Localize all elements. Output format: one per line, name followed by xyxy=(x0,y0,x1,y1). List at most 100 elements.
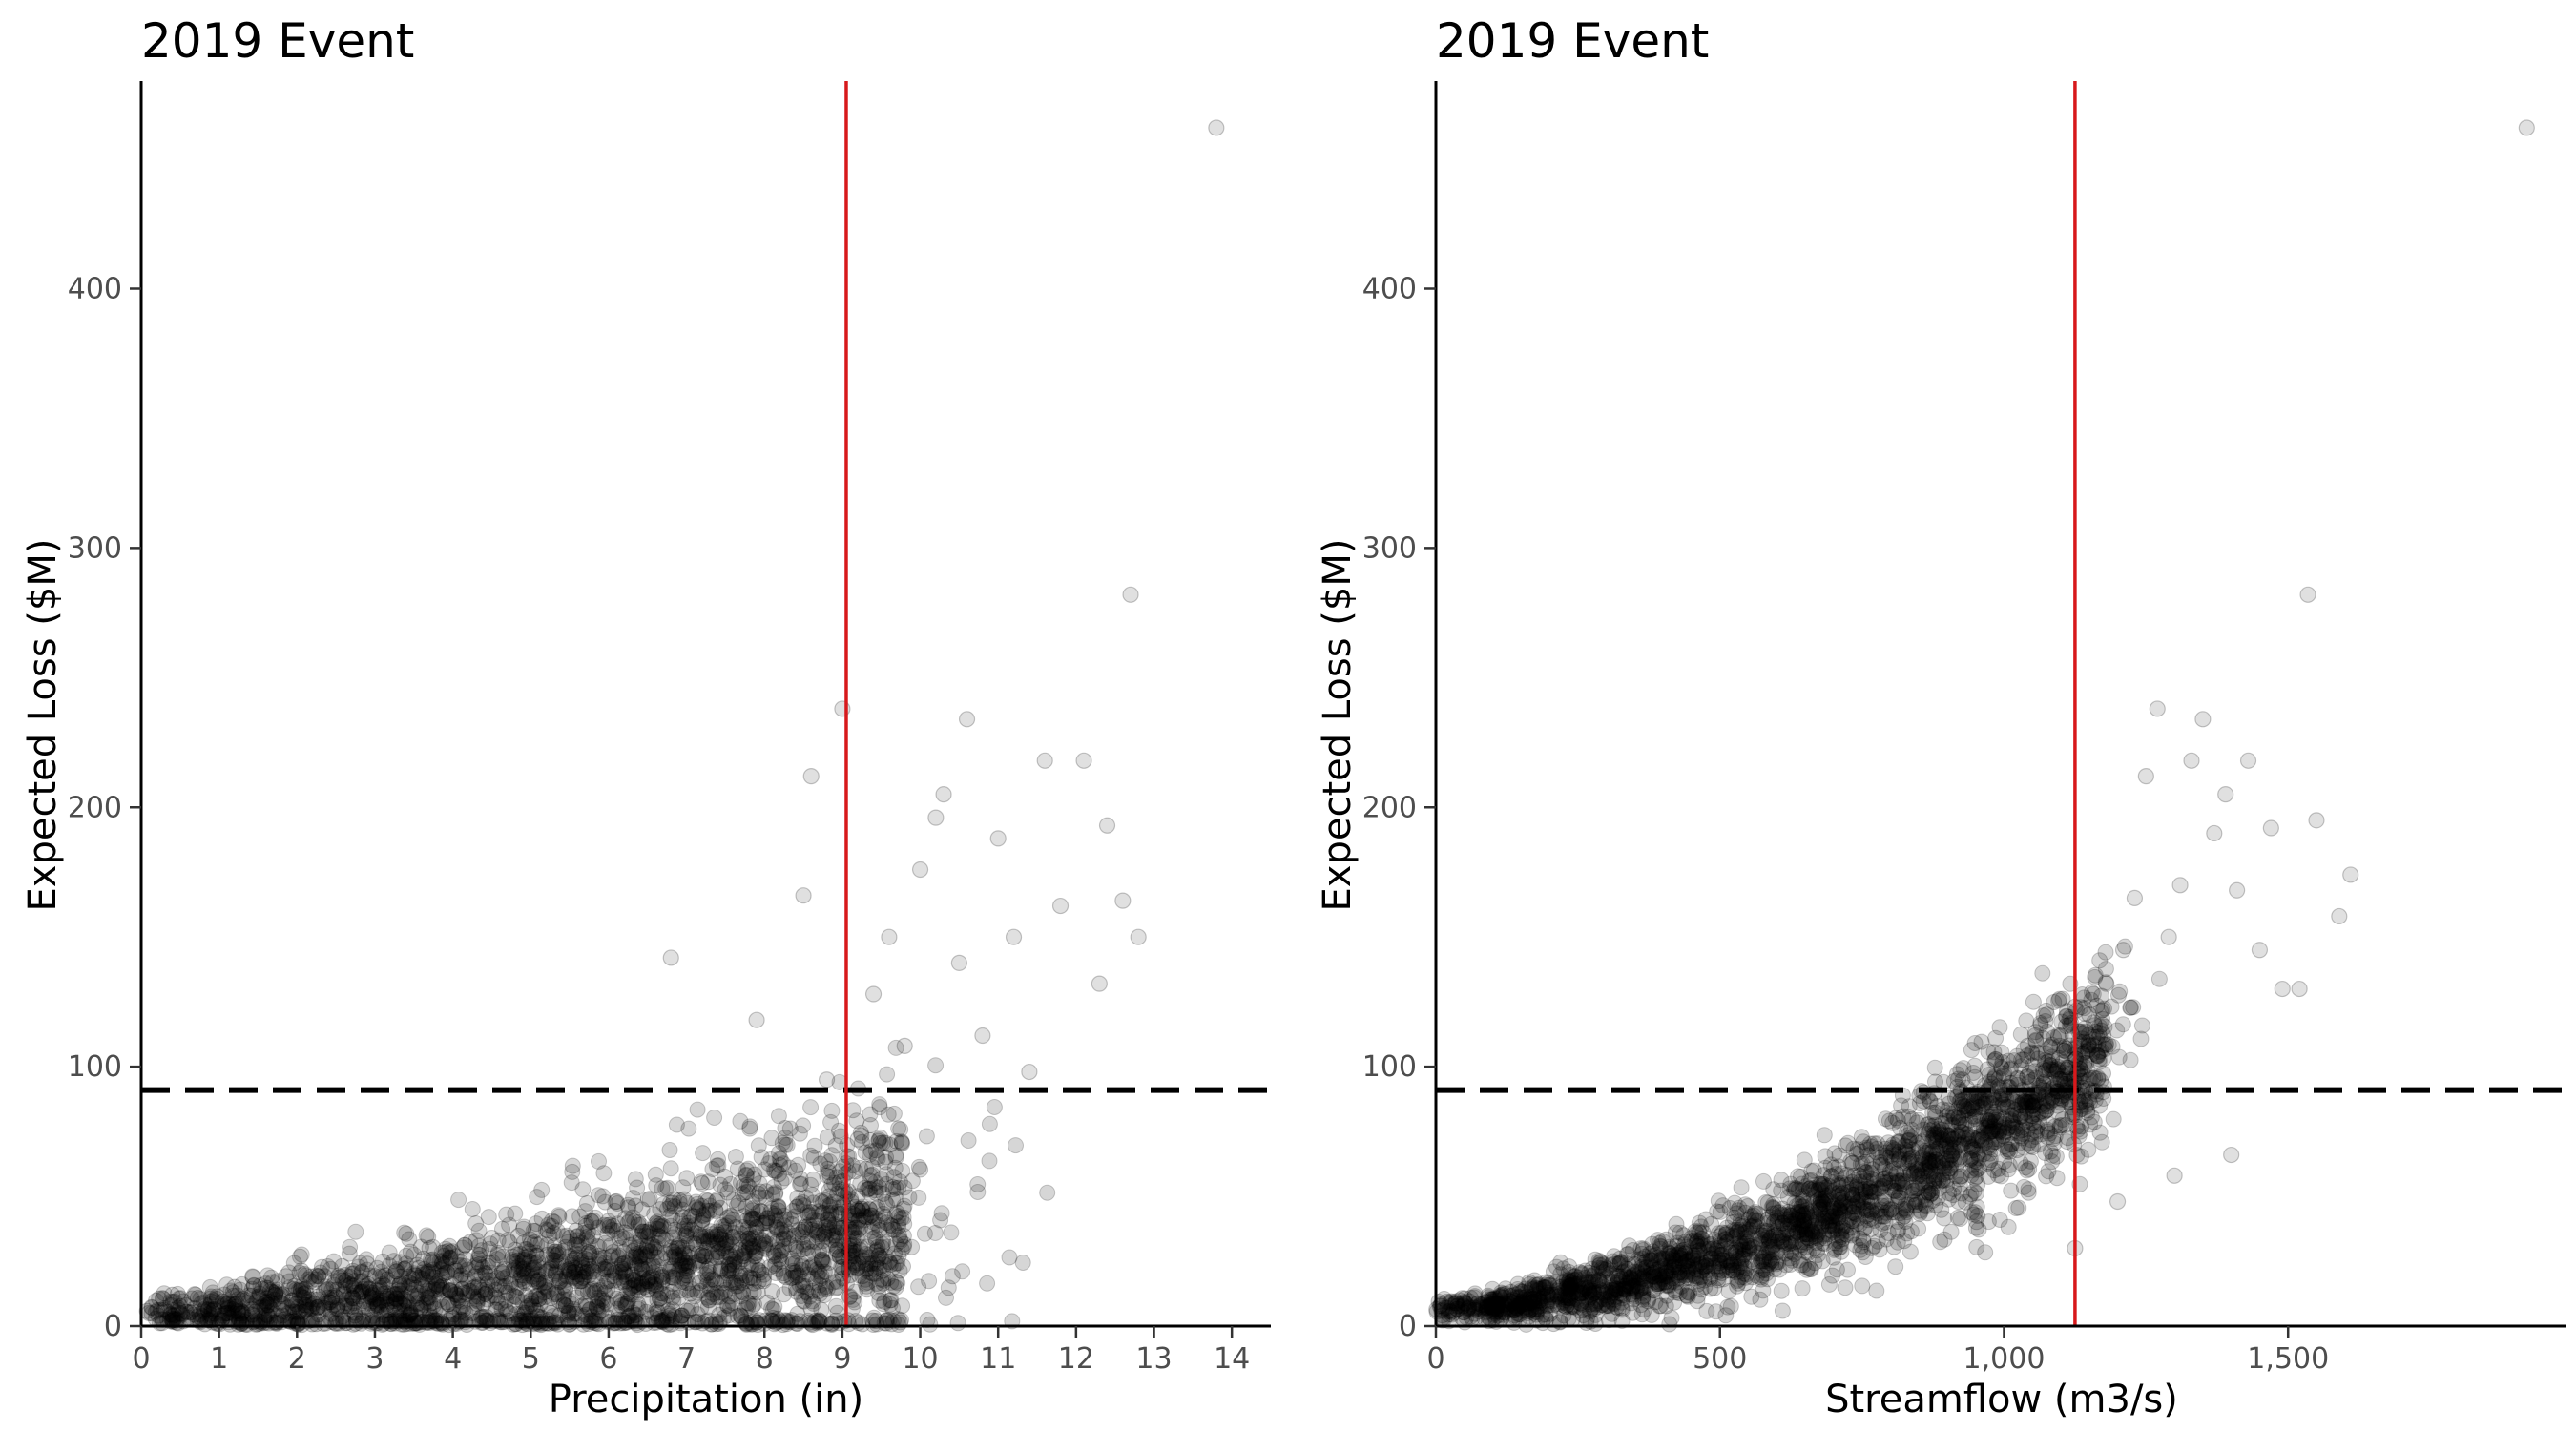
scatter-point xyxy=(554,1243,571,1260)
scatter-point xyxy=(659,1287,676,1303)
scatter-point xyxy=(258,1298,275,1316)
scatter-point xyxy=(1122,586,1139,603)
scatter-point xyxy=(892,1121,909,1138)
scatter-point xyxy=(722,1175,739,1192)
scatter-point xyxy=(863,1219,881,1235)
scatter-point xyxy=(195,1302,212,1319)
scatter-point xyxy=(680,1214,697,1232)
scatter-point xyxy=(2274,980,2291,998)
scatter-point xyxy=(634,1275,650,1293)
scatter-point xyxy=(558,1227,575,1244)
scatter-point xyxy=(2105,1110,2122,1128)
scatter-point xyxy=(615,1243,633,1260)
scatter-point xyxy=(694,1174,711,1192)
scatter-point xyxy=(792,1171,809,1187)
scatter-point xyxy=(954,1263,971,1280)
scatter-point xyxy=(887,1147,904,1164)
scatter-point xyxy=(943,1224,960,1241)
scatter-point xyxy=(887,1039,904,1056)
scatter-point xyxy=(277,1311,293,1328)
scatter-point xyxy=(1997,1138,2013,1155)
scatter-point xyxy=(747,1218,764,1235)
scatter-point xyxy=(647,1305,664,1322)
scatter-point xyxy=(1039,1184,1056,1201)
scatter-point xyxy=(550,1244,567,1260)
scatter-point xyxy=(950,954,967,971)
scatter-point xyxy=(572,1252,590,1269)
scatter-point xyxy=(727,1149,744,1165)
scatter-point xyxy=(468,1292,486,1309)
scatter-point xyxy=(639,1273,656,1290)
scatter-point xyxy=(596,1234,613,1252)
scatter-point xyxy=(488,1301,505,1318)
scatter-point xyxy=(814,1251,830,1268)
scatter-point xyxy=(878,1149,895,1166)
scatter-point xyxy=(325,1253,343,1270)
scatter-point xyxy=(2051,990,2068,1007)
scatter-point xyxy=(517,1287,534,1304)
scatter-point xyxy=(706,1272,723,1289)
scatter-point xyxy=(617,1266,634,1283)
scatter-point xyxy=(454,1297,471,1315)
scatter-point xyxy=(627,1171,644,1188)
scatter-point xyxy=(2126,889,2144,907)
scatter-point xyxy=(2223,1146,2240,1164)
scatter-point xyxy=(530,1259,548,1276)
scatter-point xyxy=(2038,1002,2055,1019)
scatter-point xyxy=(346,1273,364,1290)
scatter-point xyxy=(392,1312,409,1329)
scatter-point xyxy=(802,1099,820,1116)
scatter-point xyxy=(2239,752,2257,769)
scatter-point xyxy=(1091,975,1108,992)
scatter-point xyxy=(309,1298,326,1316)
scatter-point xyxy=(896,1197,913,1214)
scatter-point xyxy=(501,1234,518,1251)
scatter-point xyxy=(2038,1168,2055,1185)
scatter-point xyxy=(441,1237,458,1255)
scatter-point xyxy=(662,949,679,966)
scatter-point xyxy=(638,1223,655,1240)
scatter-point xyxy=(359,1255,376,1273)
scatter-point xyxy=(467,1215,485,1232)
scatter-point xyxy=(661,1142,678,1158)
scatter-point xyxy=(803,1204,821,1221)
scatter-point xyxy=(316,1299,333,1317)
scatter-point xyxy=(1591,1254,1609,1271)
scatter-point xyxy=(674,1307,690,1324)
scatter-point xyxy=(477,1265,494,1282)
scatter-point xyxy=(509,1255,526,1272)
scatter-point xyxy=(881,1253,898,1270)
scatter-point xyxy=(605,1217,622,1234)
scatter-point xyxy=(819,1129,836,1146)
scatter-point xyxy=(678,1194,696,1212)
scatter-point xyxy=(508,1316,525,1333)
scatter-point xyxy=(634,1270,652,1287)
scatter-point xyxy=(617,1210,634,1227)
scatter-point xyxy=(2160,928,2177,945)
scatter-point xyxy=(890,1227,907,1244)
scatter-point xyxy=(637,1227,654,1244)
scatter-point xyxy=(718,1249,736,1266)
scatter-point xyxy=(674,1274,691,1290)
scatter-point xyxy=(466,1297,483,1315)
scatter-point xyxy=(489,1294,507,1311)
scatter-point xyxy=(422,1295,439,1312)
scatter-point xyxy=(247,1316,264,1333)
scatter-point xyxy=(308,1271,324,1288)
scatter-point xyxy=(225,1287,241,1304)
scatter-point xyxy=(213,1312,230,1329)
scatter-point xyxy=(431,1278,448,1296)
scatter-point xyxy=(560,1304,577,1321)
scatter-point xyxy=(227,1296,244,1313)
scatter-point xyxy=(261,1294,279,1311)
scatter-point xyxy=(608,1192,625,1211)
scatter-point xyxy=(721,1207,738,1224)
scatter-point xyxy=(442,1244,459,1261)
scatter-point xyxy=(767,1184,784,1201)
scatter-point xyxy=(757,1161,773,1178)
scatter-point xyxy=(610,1306,627,1323)
y-tick-label: 200 xyxy=(68,791,122,824)
scatter-point xyxy=(454,1280,471,1297)
scatter-point xyxy=(807,1274,824,1291)
